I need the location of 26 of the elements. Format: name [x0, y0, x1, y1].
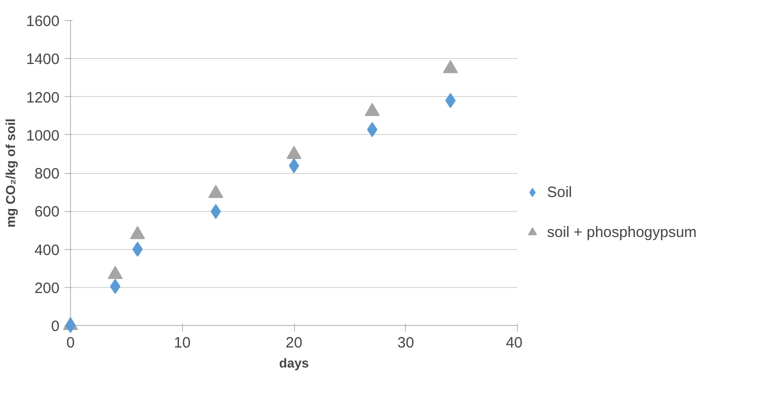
y-tick-label: 1200 [26, 89, 60, 106]
y-tick-label: 600 [34, 204, 60, 221]
y-tick-label: 1400 [26, 51, 60, 68]
legend-label: Soil [547, 184, 572, 200]
y-axis-title: mg CO₂/kg of soil [3, 118, 18, 228]
y-tick-label: 400 [34, 242, 60, 259]
y-tick-label: 200 [34, 280, 60, 297]
point [442, 60, 458, 74]
point [364, 102, 380, 116]
y-tick-label: 1000 [26, 127, 60, 144]
point [208, 184, 224, 198]
x-tick-label: 30 [397, 334, 414, 352]
x-axis-title: days [279, 356, 309, 370]
point [130, 226, 146, 240]
y-tick-label: 0 [51, 318, 60, 335]
x-tick-label: 10 [174, 334, 191, 352]
point [132, 242, 143, 257]
x-tick-label: 0 [66, 334, 75, 352]
y-tick-label: 1600 [26, 13, 60, 30]
legend-label: soil + phosphogypsum [547, 224, 697, 240]
y-tick-label: 800 [34, 166, 60, 182]
point [286, 146, 302, 160]
point [65, 318, 76, 333]
x-tick-label: 20 [286, 334, 302, 352]
x-tick-label: 40 [506, 334, 523, 352]
point [288, 158, 300, 174]
